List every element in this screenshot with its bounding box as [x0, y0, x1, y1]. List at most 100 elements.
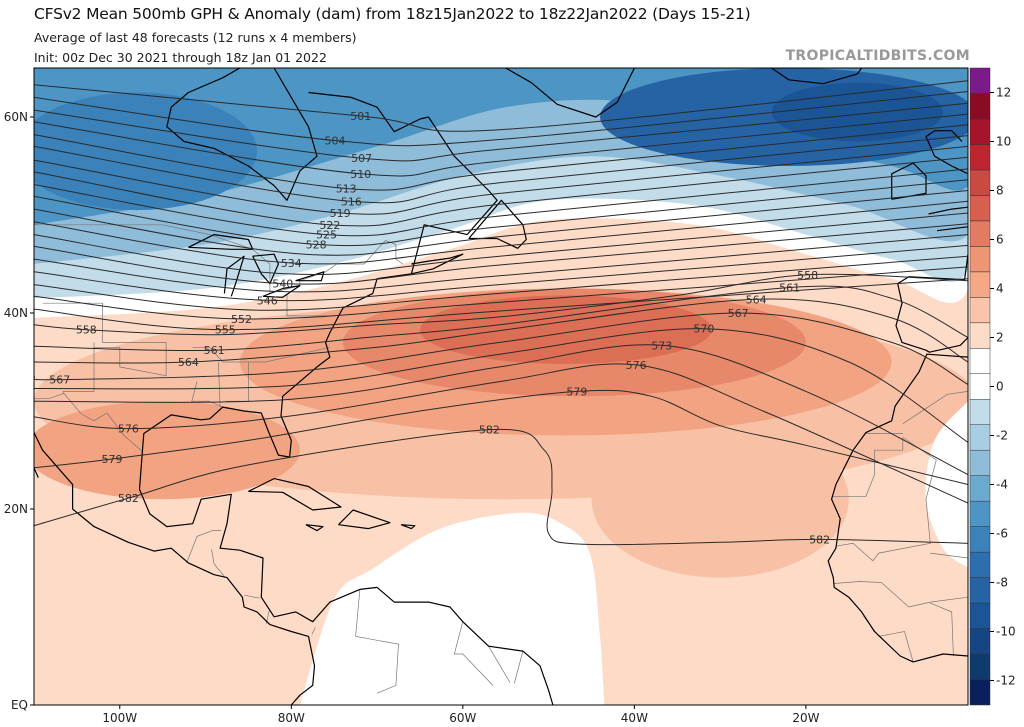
- map-axes: 60N 40N 20N EQ 100W 80W 60W 40W 20W: [4, 110, 820, 725]
- border-line: [834, 581, 968, 608]
- colorbar: -12 -10 -8 -6 -4 -2 0 2 4 6 8 10 12: [969, 67, 1016, 706]
- colorbar-swatch: [969, 398, 991, 425]
- contour-534: [34, 200, 968, 265]
- border-line: [192, 346, 330, 363]
- contour-504: [34, 91, 968, 147]
- coastline: [505, 68, 635, 118]
- colorbar-swatch: [969, 93, 991, 120]
- border-line: [831, 437, 904, 497]
- contour-570: [34, 328, 968, 443]
- contour-582: [34, 428, 968, 546]
- colorbar-swatch: [969, 322, 991, 349]
- height-contours: [34, 80, 968, 546]
- contour-label: 582: [479, 424, 500, 437]
- contour-576: [34, 363, 968, 504]
- border-line: [211, 549, 226, 578]
- map-frame: [33, 67, 969, 706]
- colorbar-swatch: [969, 67, 991, 94]
- lon-tick-label: 80W: [278, 711, 305, 725]
- coastline: [305, 524, 324, 532]
- lat-tick-label: 60N: [4, 110, 28, 124]
- contour-558: [34, 273, 968, 336]
- contour-522: [34, 156, 968, 227]
- warm-anomaly-area: [591, 420, 849, 578]
- contour-label: 579: [566, 385, 587, 398]
- colorbar-swatch: [969, 169, 991, 196]
- colorbar-swatch: [969, 679, 991, 706]
- border-line: [930, 602, 954, 657]
- colorbar-swatch: [969, 220, 991, 247]
- contour-507: [34, 102, 968, 162]
- coastline: [166, 68, 318, 201]
- coastline: [34, 432, 316, 705]
- lon-tick-label: 20W: [792, 711, 819, 725]
- colorbar-swatch: [969, 118, 991, 145]
- border-line: [186, 530, 221, 564]
- coastline: [895, 254, 968, 353]
- contour-501: [34, 80, 968, 132]
- coastline: [928, 206, 968, 215]
- colorbar-swatch: [969, 577, 991, 604]
- contour-528: [34, 179, 968, 247]
- contour-label: 507: [351, 152, 372, 165]
- contour-label: 525: [316, 229, 337, 242]
- contour-555: [34, 278, 968, 331]
- coastline: [338, 509, 391, 530]
- contour-label: 534: [281, 257, 302, 270]
- contour-510: [34, 113, 968, 177]
- border-line: [513, 651, 524, 684]
- warm-anomaly-area: [419, 295, 712, 364]
- colorbar-swatch: [969, 526, 991, 553]
- contour-513: [34, 124, 968, 191]
- contour-label: 540: [272, 278, 293, 291]
- colorbar-label: 8: [996, 184, 1004, 198]
- border-line: [355, 589, 399, 694]
- contour-549: [34, 255, 968, 311]
- contour-552: [34, 266, 968, 320]
- contour-561: [34, 285, 968, 352]
- contour-label: 573: [651, 339, 672, 352]
- coastline: [771, 68, 863, 85]
- contour-label: 579: [102, 453, 123, 466]
- colorbar-label: 6: [996, 233, 1004, 247]
- contour-label: 570: [693, 323, 714, 336]
- lon-tick-label: 60W: [449, 711, 476, 725]
- contour-label: 522: [319, 219, 340, 232]
- contour-label: 582: [118, 492, 139, 505]
- border-line: [902, 391, 968, 424]
- border-line: [42, 302, 167, 377]
- coastline: [925, 130, 968, 175]
- border-line: [311, 627, 316, 635]
- brand-watermark: TROPICALTIDBITS.COM: [785, 48, 970, 64]
- colorbar-swatch: [969, 424, 991, 451]
- coastline: [937, 226, 968, 232]
- colorbar-swatch: [969, 195, 991, 222]
- coastline: [891, 162, 927, 200]
- lon-tick-label: 40W: [621, 711, 648, 725]
- coastline: [248, 478, 342, 511]
- colorbar-swatch: [969, 628, 991, 655]
- colorbar-swatch: [969, 144, 991, 171]
- border-line: [62, 342, 95, 394]
- lat-tick-label: EQ: [11, 698, 28, 712]
- colorbar-label: -12: [996, 674, 1016, 688]
- contour-label: 546: [257, 294, 278, 307]
- contour-label: 558: [76, 324, 97, 337]
- coastline: [295, 271, 325, 282]
- contour-label: 582: [809, 533, 830, 546]
- contour-label: 564: [178, 356, 199, 369]
- border-line: [218, 361, 221, 408]
- contour-567: [34, 312, 968, 385]
- border-line: [191, 381, 223, 408]
- coastline: [223, 255, 245, 297]
- colorbar-swatch: [969, 551, 991, 578]
- colorbar-swatch: [969, 500, 991, 527]
- anomaly-fill: [34, 68, 968, 705]
- coastline: [468, 199, 527, 249]
- lon-tick-label: 100W: [102, 711, 137, 725]
- map-title: CFSv2 Mean 500mb GPH & Anomaly (dam) fro…: [34, 5, 751, 23]
- colorbar-swatch: [969, 602, 991, 629]
- colorbar-swatch: [969, 246, 991, 273]
